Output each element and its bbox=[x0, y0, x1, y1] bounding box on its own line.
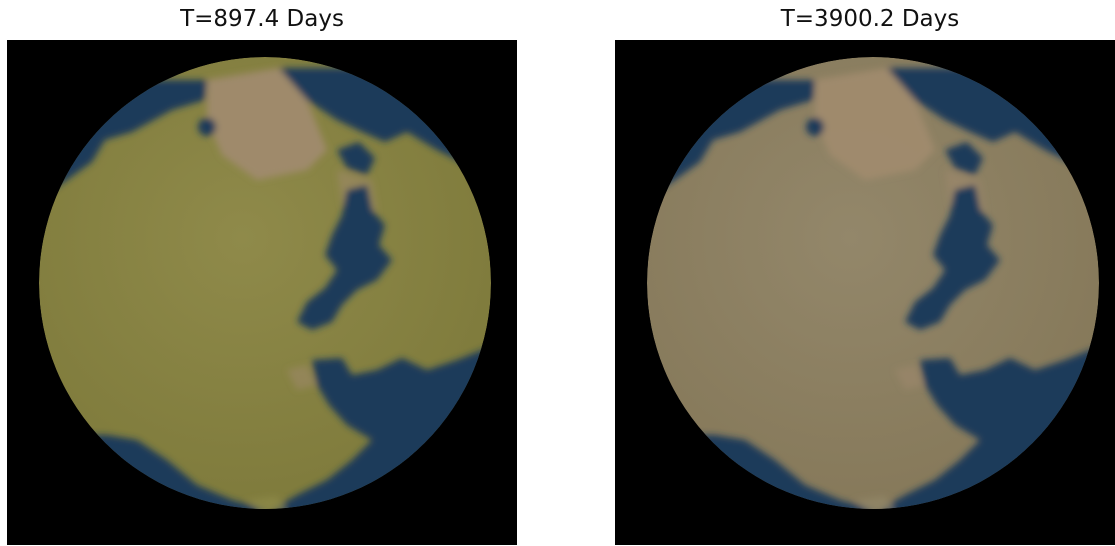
panel-title: T=3900.2 Days bbox=[780, 6, 960, 32]
panel-left: T=897.4 Days bbox=[7, 0, 517, 546]
planet-disc bbox=[39, 57, 491, 509]
panel-right: T=3900.2 Days bbox=[615, 0, 1115, 546]
panel-title: T=897.4 Days bbox=[180, 6, 344, 32]
planet-image bbox=[39, 57, 491, 509]
planet-image-frame bbox=[615, 40, 1115, 545]
planet-image-frame bbox=[7, 40, 517, 545]
planet-disc bbox=[647, 57, 1099, 509]
planet-image bbox=[647, 57, 1099, 509]
